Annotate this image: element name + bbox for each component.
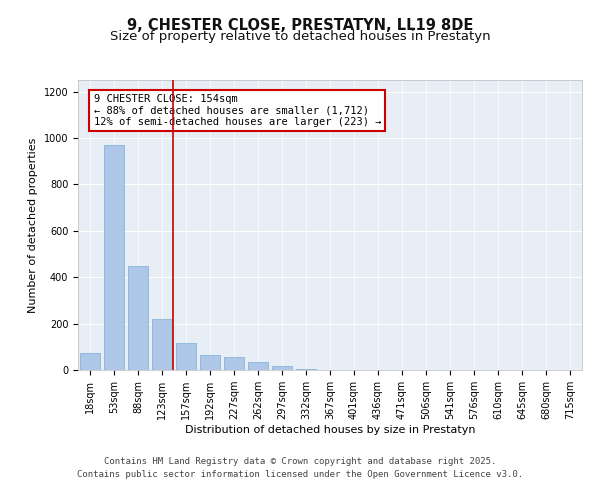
Bar [176,344,196,370]
Bar [200,355,220,370]
Bar [248,362,268,370]
Bar [104,145,124,370]
Bar [272,366,292,370]
Bar [224,357,244,370]
Bar [80,352,100,370]
X-axis label: Distribution of detached houses by size in Prestatyn: Distribution of detached houses by size … [185,425,475,435]
Text: Size of property relative to detached houses in Prestatyn: Size of property relative to detached ho… [110,30,490,43]
Text: 9 CHESTER CLOSE: 154sqm
← 88% of detached houses are smaller (1,712)
12% of semi: 9 CHESTER CLOSE: 154sqm ← 88% of detache… [94,94,381,127]
Bar [128,266,148,370]
Y-axis label: Number of detached properties: Number of detached properties [28,138,38,312]
Text: Contains public sector information licensed under the Open Government Licence v3: Contains public sector information licen… [77,470,523,479]
Text: Contains HM Land Registry data © Crown copyright and database right 2025.: Contains HM Land Registry data © Crown c… [104,458,496,466]
Text: 9, CHESTER CLOSE, PRESTATYN, LL19 8DE: 9, CHESTER CLOSE, PRESTATYN, LL19 8DE [127,18,473,32]
Bar [152,319,172,370]
